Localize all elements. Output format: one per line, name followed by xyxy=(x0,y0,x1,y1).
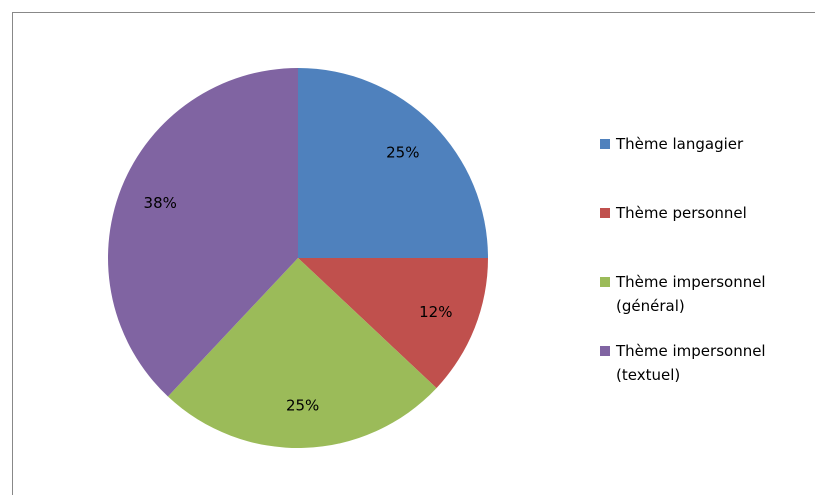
slice xyxy=(167,258,437,449)
data-label: 25% xyxy=(286,397,319,415)
slice xyxy=(298,258,488,389)
legend-label: Thème impersonnel (général) xyxy=(616,273,766,315)
legend-item: Thème personnel xyxy=(600,201,810,225)
legend-swatch xyxy=(600,346,610,356)
legend-item: Thème impersonnel (textuel) xyxy=(600,339,810,387)
slice xyxy=(298,68,488,258)
legend-label: Thème langagier xyxy=(616,135,744,153)
data-label: 12% xyxy=(419,303,452,321)
legend-label: Thème impersonnel (textuel) xyxy=(616,342,766,384)
legend-item: Thème impersonnel (général) xyxy=(600,270,810,318)
data-label: 38% xyxy=(144,194,177,212)
chart-frame xyxy=(12,12,815,495)
legend-item: Thème langagier xyxy=(600,132,810,156)
legend-swatch xyxy=(600,277,610,287)
legend-swatch xyxy=(600,139,610,149)
slice xyxy=(108,68,298,397)
data-label: 25% xyxy=(386,144,419,162)
legend-swatch xyxy=(600,208,610,218)
legend-label: Thème personnel xyxy=(616,204,747,222)
